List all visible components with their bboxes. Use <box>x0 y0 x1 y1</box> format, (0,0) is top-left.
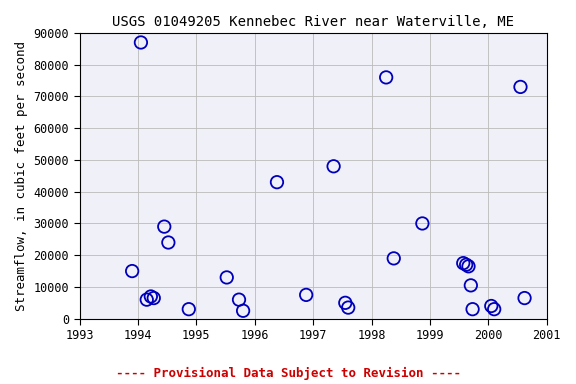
Point <box>329 163 338 169</box>
Point <box>238 308 248 314</box>
Point <box>487 303 496 309</box>
Point <box>381 74 391 81</box>
Point <box>302 292 311 298</box>
Point <box>458 260 468 266</box>
Point <box>222 274 232 280</box>
Point <box>184 306 194 312</box>
Point <box>516 84 525 90</box>
Point <box>234 296 244 303</box>
Point <box>344 305 353 311</box>
Point <box>340 300 350 306</box>
Point <box>520 295 529 301</box>
Y-axis label: Streamflow, in cubic feet per second: Streamflow, in cubic feet per second <box>15 41 28 311</box>
Point <box>389 255 399 262</box>
Title: USGS 01049205 Kennebec River near Waterville, ME: USGS 01049205 Kennebec River near Waterv… <box>112 15 514 29</box>
Point <box>468 306 477 312</box>
Point <box>466 282 475 288</box>
Point <box>149 295 158 301</box>
Text: ---- Provisional Data Subject to Revision ----: ---- Provisional Data Subject to Revisio… <box>116 367 460 380</box>
Point <box>461 262 471 268</box>
Point <box>464 263 473 270</box>
Point <box>418 220 427 227</box>
Point <box>142 296 151 303</box>
Point <box>146 293 156 300</box>
Point <box>164 240 173 246</box>
Point <box>272 179 282 185</box>
Point <box>127 268 137 274</box>
Point <box>490 306 499 312</box>
Point <box>137 40 146 46</box>
Point <box>160 223 169 230</box>
